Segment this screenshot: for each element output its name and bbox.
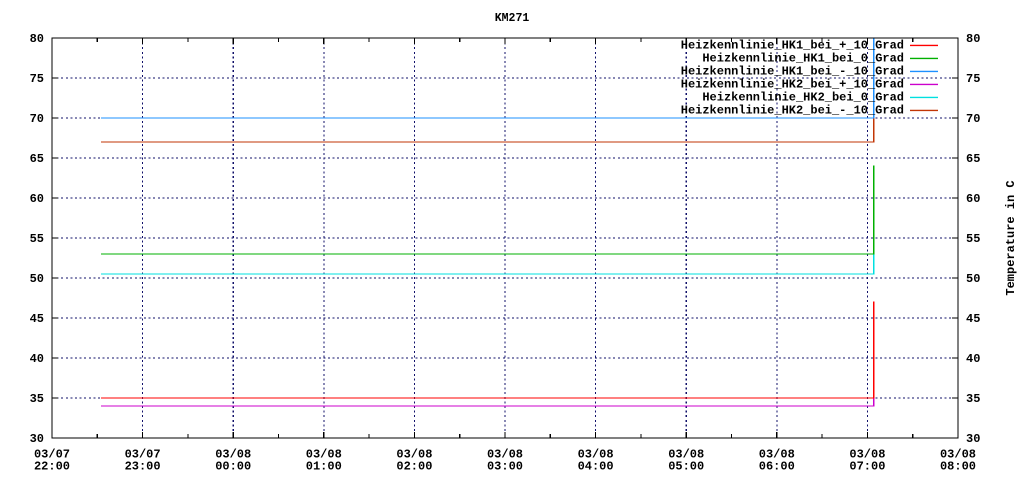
svg-text:06:00: 06:00 [759, 460, 795, 474]
svg-text:Temperature in C: Temperature in C [1004, 180, 1018, 295]
svg-text:03:00: 03:00 [487, 460, 523, 474]
svg-text:04:00: 04:00 [578, 460, 614, 474]
svg-text:65: 65 [966, 152, 980, 166]
svg-text:Heizkennlinie_HK2_bei_0_Grad: Heizkennlinie_HK2_bei_0_Grad [702, 91, 904, 105]
svg-text:01:00: 01:00 [306, 460, 342, 474]
svg-text:00:00: 00:00 [215, 460, 251, 474]
svg-text:07:00: 07:00 [849, 460, 885, 474]
svg-text:60: 60 [966, 192, 980, 206]
svg-text:70: 70 [30, 112, 44, 126]
svg-text:Heizkennlinie_HK1_bei_+_10_Gra: Heizkennlinie_HK1_bei_+_10_Grad [681, 39, 904, 53]
svg-text:35: 35 [966, 392, 980, 406]
svg-text:30: 30 [966, 432, 980, 446]
svg-text:02:00: 02:00 [396, 460, 432, 474]
svg-text:35: 35 [30, 392, 44, 406]
svg-text:55: 55 [30, 232, 44, 246]
svg-text:50: 50 [30, 272, 44, 286]
svg-text:05:00: 05:00 [668, 460, 704, 474]
svg-text:80: 80 [966, 32, 980, 46]
svg-text:Heizkennlinie_HK1_bei_-_10_Gra: Heizkennlinie_HK1_bei_-_10_Grad [681, 65, 904, 79]
svg-text:45: 45 [30, 312, 44, 326]
svg-text:Heizkennlinie_HK2_bei_+_10_Gra: Heizkennlinie_HK2_bei_+_10_Grad [681, 78, 904, 92]
svg-text:22:00: 22:00 [34, 460, 70, 474]
svg-text:Heizkennlinie_HK2_bei_-_10_Gra: Heizkennlinie_HK2_bei_-_10_Grad [681, 104, 904, 118]
svg-text:75: 75 [966, 72, 980, 86]
svg-text:Heizkennlinie_HK1_bei_0_Grad: Heizkennlinie_HK1_bei_0_Grad [702, 52, 904, 66]
svg-text:40: 40 [966, 352, 980, 366]
svg-text:65: 65 [30, 152, 44, 166]
svg-text:KM271: KM271 [495, 12, 530, 25]
svg-text:45: 45 [966, 312, 980, 326]
svg-text:23:00: 23:00 [125, 460, 161, 474]
svg-text:50: 50 [966, 272, 980, 286]
svg-text:55: 55 [966, 232, 980, 246]
svg-text:70: 70 [966, 112, 980, 126]
svg-text:30: 30 [30, 432, 44, 446]
svg-text:60: 60 [30, 192, 44, 206]
svg-text:75: 75 [30, 72, 44, 86]
svg-text:80: 80 [30, 32, 44, 46]
svg-text:40: 40 [30, 352, 44, 366]
svg-text:08:00: 08:00 [940, 460, 976, 474]
